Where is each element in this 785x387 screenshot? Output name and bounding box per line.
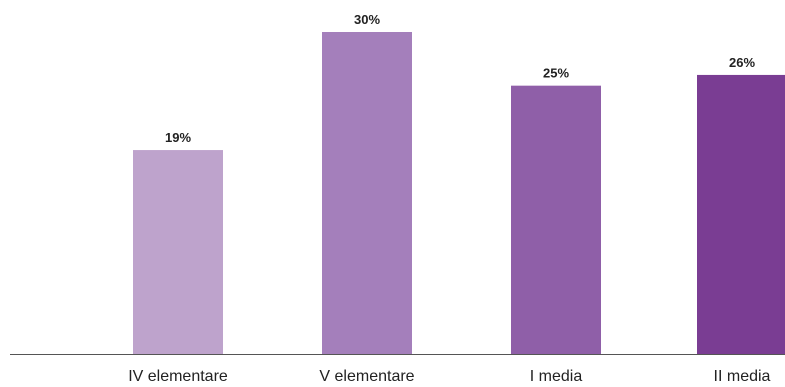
- x-tick-label-3: II media: [714, 368, 771, 385]
- bar-2: [511, 85, 601, 355]
- value-labels-group: 19% 30% 25% 26%: [165, 12, 755, 145]
- x-tick-label-0: IV elementare: [128, 368, 228, 385]
- bar-value-label-1: 30%: [354, 12, 380, 27]
- bar-1: [322, 32, 412, 354]
- bar-0: [133, 150, 223, 354]
- x-tick-label-2: I media: [530, 368, 583, 385]
- bar-3: [697, 74, 785, 354]
- x-tick-label-1: V elementare: [319, 368, 414, 385]
- bar-value-label-2: 25%: [543, 66, 569, 81]
- bar-value-label-0: 19%: [165, 130, 191, 145]
- x-tick-labels-group: IV elementare V elementare I media II media: [128, 368, 770, 385]
- bars-group: [133, 32, 785, 355]
- bar-value-label-3: 26%: [729, 55, 755, 70]
